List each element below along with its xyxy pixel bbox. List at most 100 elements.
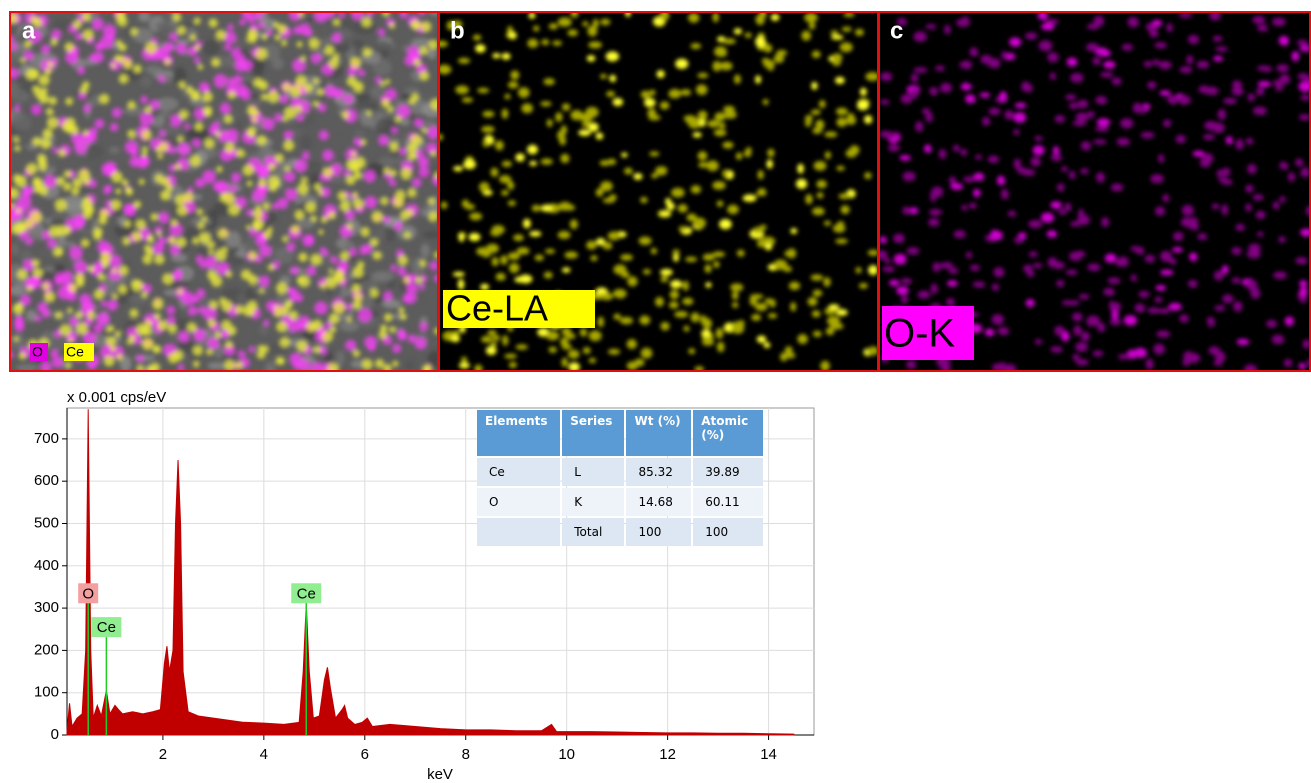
signal-spot xyxy=(805,193,813,205)
table-cell: 14.68 xyxy=(626,488,692,516)
signal-spot xyxy=(207,241,215,249)
signal-spot xyxy=(111,268,117,274)
signal-spot xyxy=(129,308,139,318)
signal-spot xyxy=(50,29,62,41)
signal-spot xyxy=(440,133,444,141)
signal-spot xyxy=(835,309,848,316)
signal-spot xyxy=(906,360,917,369)
signal-spot xyxy=(1104,253,1117,263)
signal-spot xyxy=(1266,319,1278,328)
signal-spot xyxy=(510,70,520,80)
signal-spot xyxy=(178,81,186,89)
texture-spot xyxy=(220,256,245,266)
map-tag-box xyxy=(882,306,974,360)
signal-spot xyxy=(1252,106,1267,116)
signal-spot xyxy=(561,327,572,337)
signal-spot xyxy=(388,22,396,29)
signal-spot xyxy=(586,240,597,250)
signal-spot xyxy=(410,134,422,146)
signal-spot xyxy=(37,154,47,163)
signal-spot xyxy=(1054,325,1065,336)
signal-spot xyxy=(469,212,483,221)
signal-spot xyxy=(698,162,710,168)
signal-spot xyxy=(790,302,797,312)
signal-spot xyxy=(227,326,237,336)
signal-spot xyxy=(94,118,105,129)
signal-spot xyxy=(788,281,801,291)
signal-spot xyxy=(238,350,246,359)
signal-spot xyxy=(127,129,136,139)
signal-spot xyxy=(1075,341,1088,352)
signal-spot xyxy=(364,196,377,209)
signal-spot xyxy=(174,269,182,277)
signal-spot xyxy=(825,327,835,336)
signal-spot xyxy=(1052,146,1060,156)
signal-spot xyxy=(328,58,339,69)
signal-spot xyxy=(259,244,272,257)
signal-spot xyxy=(1147,307,1161,314)
signal-spot xyxy=(1223,97,1237,105)
signal-spot xyxy=(858,282,868,289)
signal-spot xyxy=(588,122,599,132)
signal-spot xyxy=(53,247,63,257)
signal-spot xyxy=(649,89,656,96)
signal-spot xyxy=(176,25,186,35)
signal-spot xyxy=(1025,298,1035,308)
signal-spot xyxy=(855,266,862,274)
signal-spot xyxy=(1078,293,1090,300)
signal-spot xyxy=(399,313,407,321)
signal-spot xyxy=(46,238,57,249)
signal xyxy=(880,12,1311,370)
texture-spot xyxy=(291,128,302,138)
signal-spot xyxy=(306,265,317,276)
signal-spot xyxy=(1138,290,1150,298)
signal-spot xyxy=(501,160,513,168)
signal-spot xyxy=(811,50,821,59)
signal-spot xyxy=(184,123,191,130)
signal-spot xyxy=(1252,15,1266,25)
signal-spot xyxy=(849,145,860,155)
signal-spot xyxy=(607,348,621,355)
signal-spot xyxy=(909,207,919,215)
signal-spot xyxy=(85,131,97,143)
signal-spot xyxy=(276,321,288,333)
signal-spot xyxy=(375,358,385,369)
signal-spot xyxy=(570,12,579,19)
signal-spot xyxy=(34,315,42,322)
signal-spot xyxy=(284,171,295,183)
signal-spot xyxy=(256,135,267,146)
texture-spot xyxy=(370,85,387,99)
signal-spot xyxy=(972,281,986,288)
signal-spot xyxy=(1118,353,1130,360)
signal-spot xyxy=(846,115,857,125)
signal-spot xyxy=(399,12,408,19)
signal-spot xyxy=(207,270,217,281)
signal-spot xyxy=(913,67,928,73)
signal-spot xyxy=(318,229,324,235)
signal-spot xyxy=(674,310,689,318)
signal-spot xyxy=(224,129,239,143)
signal-spot xyxy=(457,57,471,64)
signal-spot xyxy=(312,78,319,85)
signal-spot xyxy=(795,178,808,189)
signal-spot xyxy=(969,47,979,57)
signal-spot xyxy=(182,292,196,306)
y-tick-label: 100 xyxy=(34,684,59,701)
signal-spot xyxy=(824,151,831,160)
signal-spot xyxy=(121,179,129,186)
signal-spot xyxy=(1093,139,1107,145)
signal-spot xyxy=(193,361,200,368)
signal-spot xyxy=(1140,131,1155,139)
texture-spot xyxy=(336,350,345,366)
signal-spot xyxy=(1040,212,1055,223)
signal-spot xyxy=(588,330,602,342)
signal-spot xyxy=(274,113,283,122)
signal-spot xyxy=(460,356,468,363)
x-tick-label: 6 xyxy=(361,746,369,763)
texture-spot xyxy=(373,40,392,54)
signal-spot xyxy=(960,148,968,156)
signal-spot xyxy=(1211,203,1220,210)
texture-spot xyxy=(414,197,431,211)
signal-spot xyxy=(702,318,713,330)
signal-spot xyxy=(258,80,269,91)
